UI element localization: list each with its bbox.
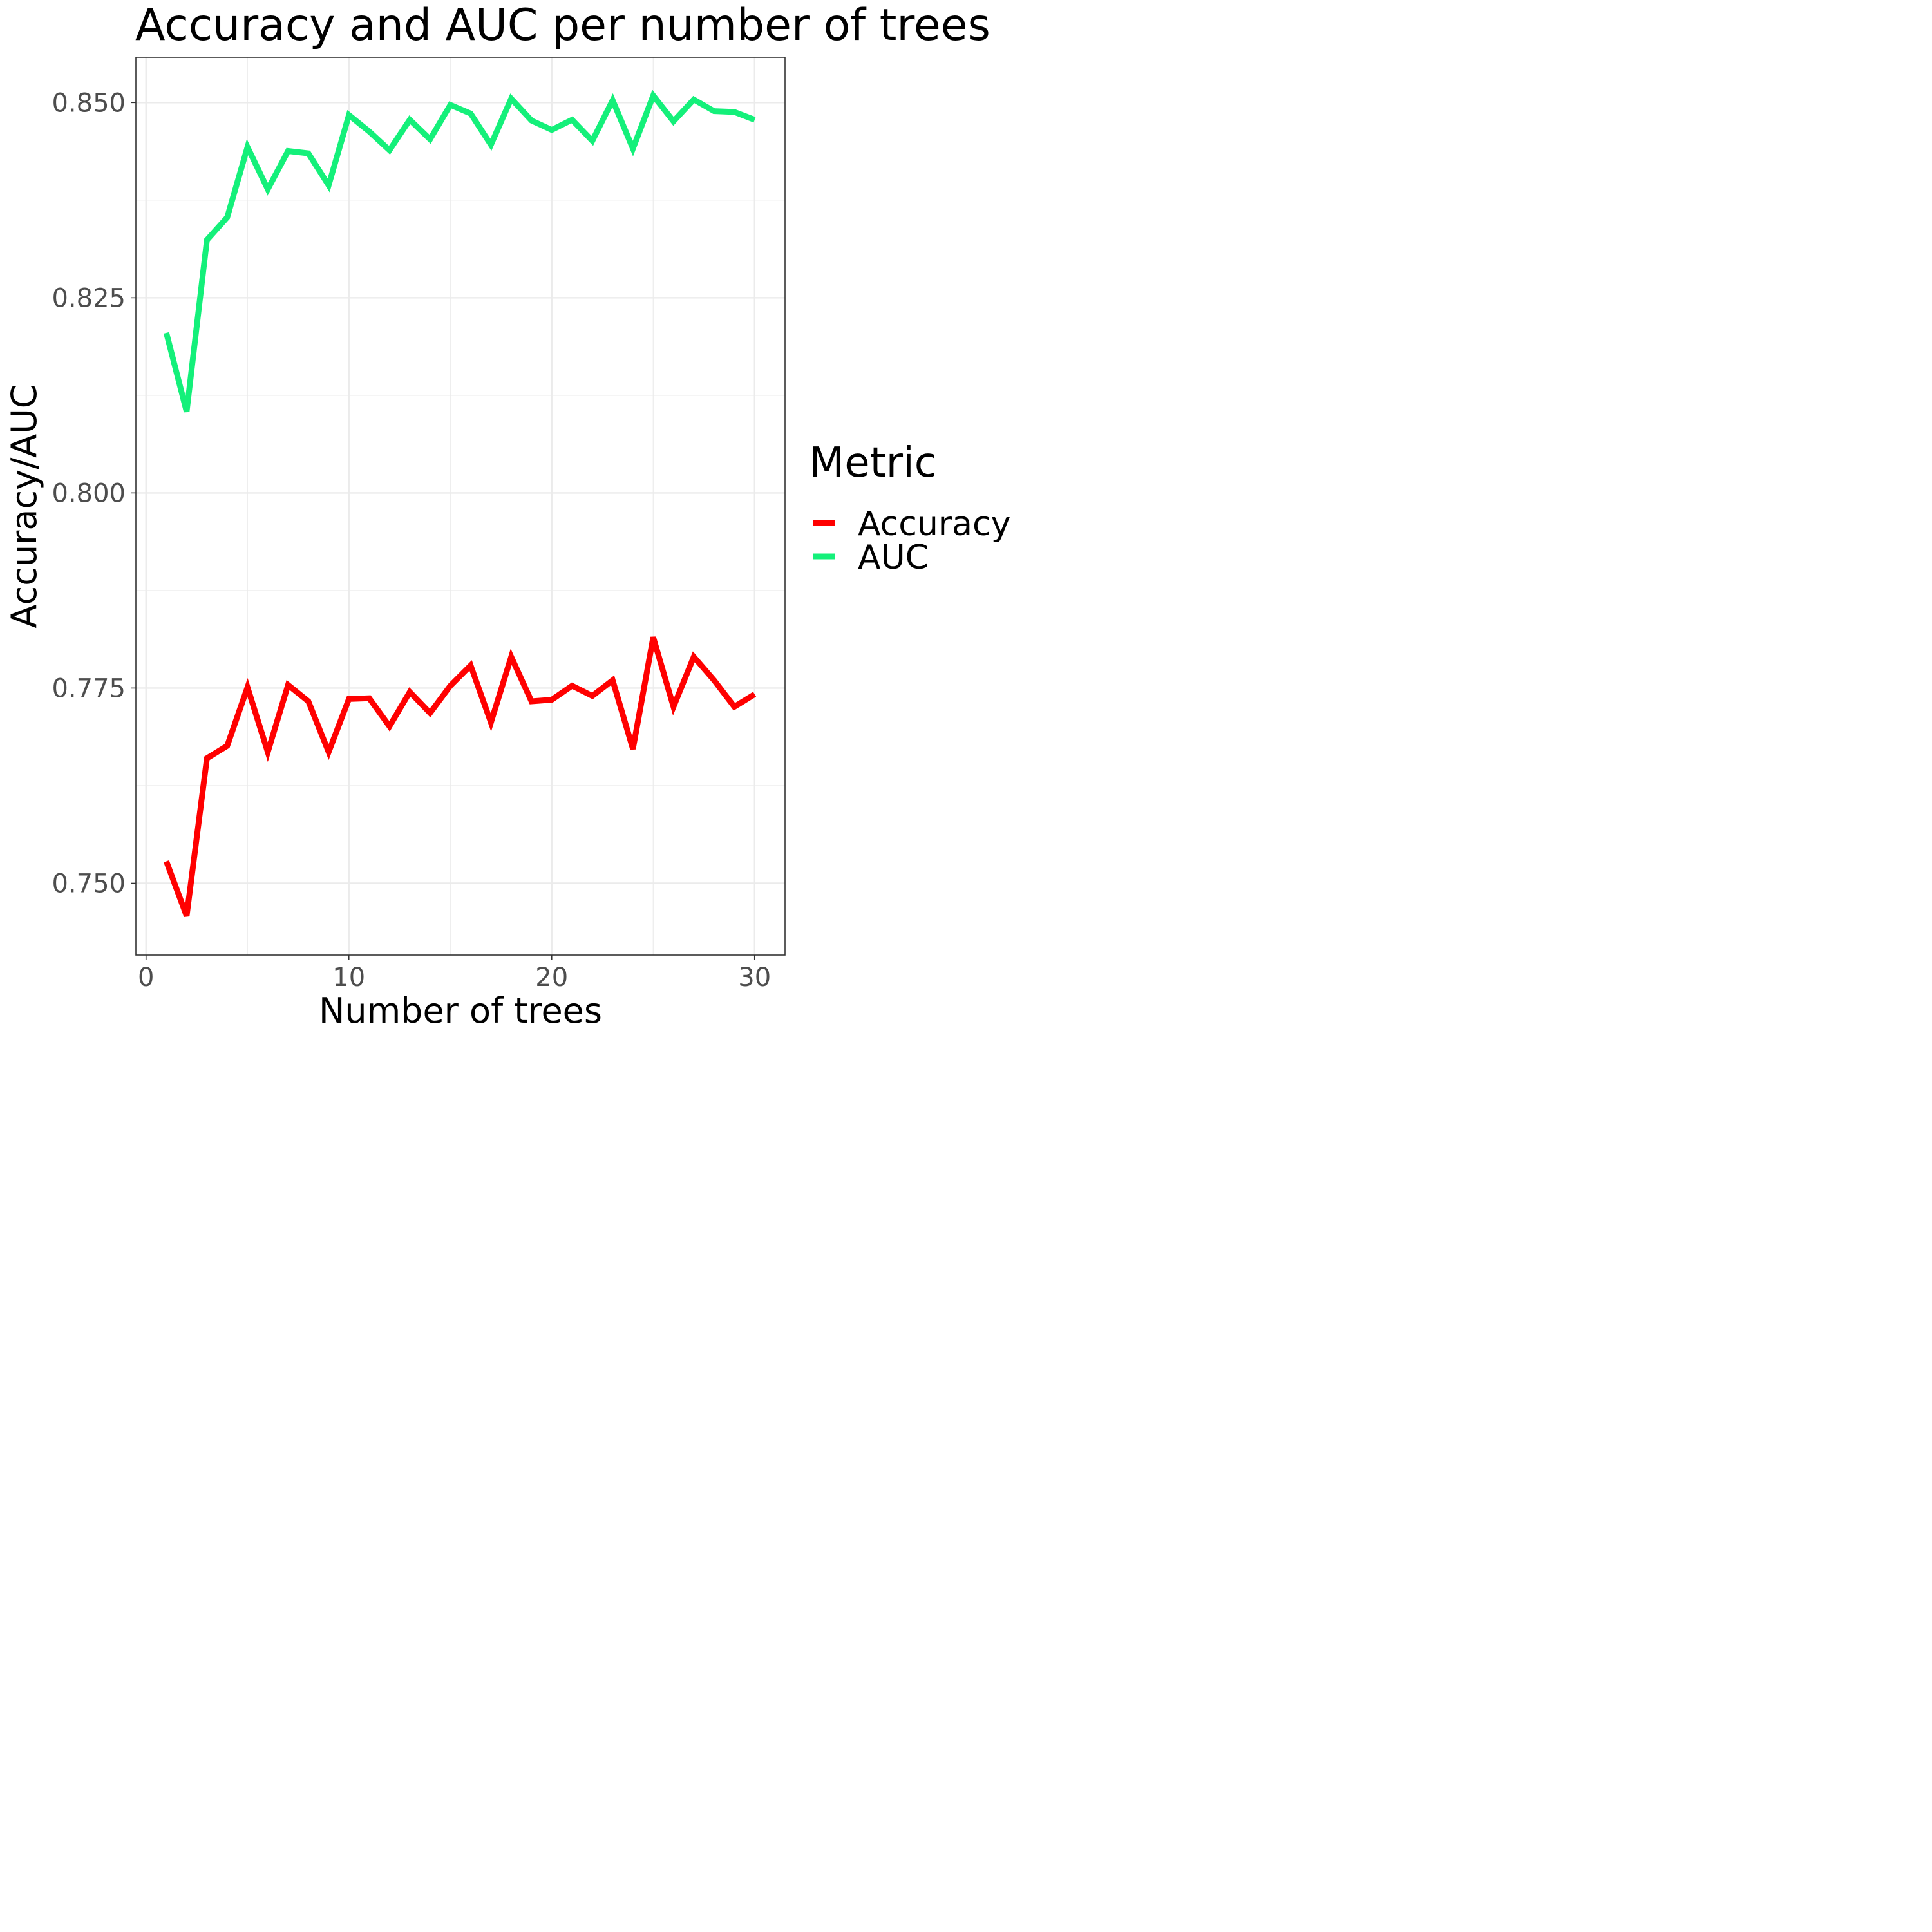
x-axis-title: Number of trees <box>319 990 602 1030</box>
x-axis: 0 10 20 30 <box>138 955 771 992</box>
series-line-auc <box>163 90 756 413</box>
legend-label-accuracy: Accuracy <box>858 505 1010 544</box>
x-tick-label: 20 <box>535 963 568 992</box>
series-line-accuracy <box>164 636 757 917</box>
legend-label-auc: AUC <box>858 538 929 577</box>
gridlines <box>136 57 785 955</box>
x-tick-label: 0 <box>138 963 154 992</box>
y-tick-label: 0.800 <box>52 478 126 508</box>
y-axis-title: Accuracy/AUC <box>4 384 44 629</box>
y-axis: 0.750 0.775 0.800 0.825 0.850 <box>52 88 136 898</box>
chart-title: Accuracy and AUC per number of trees <box>135 0 990 51</box>
plot-panel <box>135 57 786 956</box>
y-tick-label: 0.775 <box>52 674 126 703</box>
y-tick-label: 0.750 <box>52 869 126 898</box>
y-tick-label: 0.825 <box>52 283 126 313</box>
series-layer <box>163 90 757 917</box>
x-tick-label: 30 <box>738 963 771 992</box>
legend-title: Metric <box>809 439 937 487</box>
y-tick-label: 0.850 <box>52 88 126 118</box>
chart: Accuracy and AUC per number of trees 0.7… <box>4 0 1010 1030</box>
x-tick-label: 10 <box>332 963 365 992</box>
